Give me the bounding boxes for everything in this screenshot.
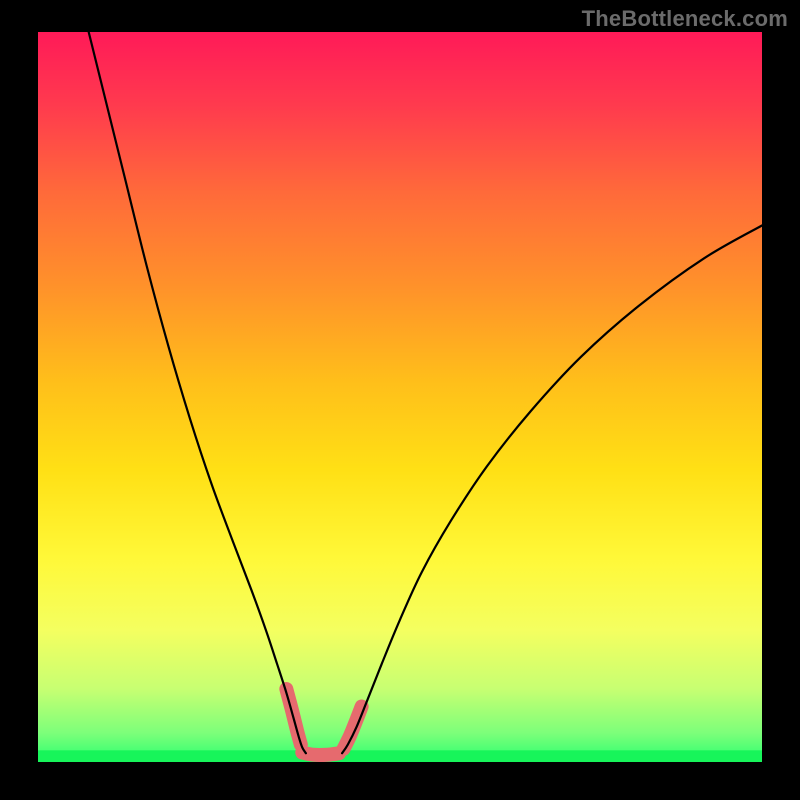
chart-svg (38, 32, 762, 762)
chart-frame: TheBottleneck.com (0, 0, 800, 800)
watermark-text: TheBottleneck.com (582, 6, 788, 32)
chart-plot (38, 32, 762, 762)
